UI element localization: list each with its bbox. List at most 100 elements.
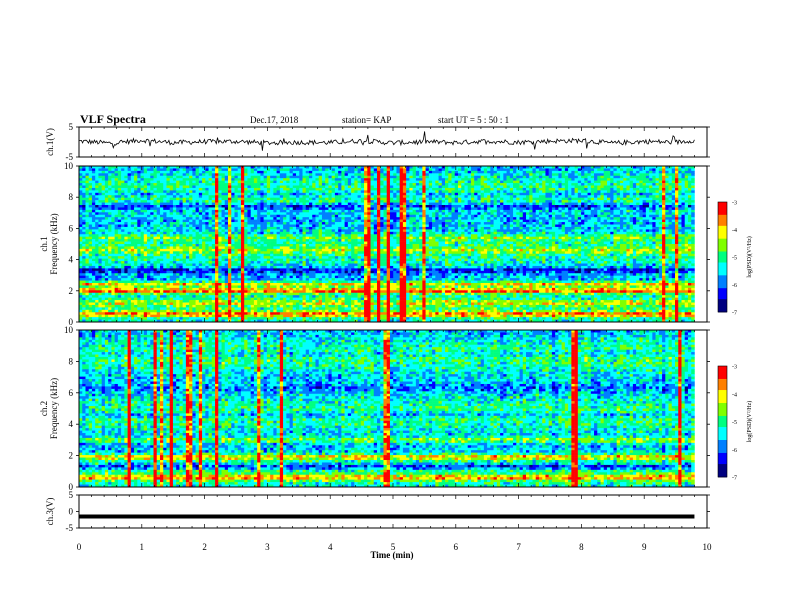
ch1-spectrogram-cell	[312, 171, 316, 174]
ch1-spectrogram-cell	[620, 181, 624, 184]
ch1-spectrogram-cell	[335, 168, 339, 171]
ch1-spectrogram-cell	[678, 168, 682, 171]
ch1-spectrogram-cell	[510, 178, 514, 181]
ch1-waveform-frame	[79, 127, 707, 157]
ch1-spectrogram-cell	[471, 171, 475, 174]
ch1-spectrogram-cell	[157, 176, 161, 179]
ch1-spectrogram-cell	[358, 183, 362, 186]
ch1-spectrogram-cell	[419, 181, 423, 184]
ch1-spectrogram-cell	[558, 176, 562, 179]
ch1-spectrogram-cell	[597, 168, 601, 171]
ch1-spectrogram-cell	[280, 178, 284, 181]
ch1-spectrogram-cell	[163, 183, 167, 186]
ch1-spectrogram-cell	[581, 173, 585, 176]
ch1-spectrogram-cell	[325, 183, 329, 186]
ch1-spectrogram-cell	[354, 171, 358, 174]
ch1-spectrogram-cell	[503, 171, 507, 174]
ch1-spectrogram-cell	[134, 171, 138, 174]
ch1-spectrogram-cell	[186, 178, 190, 181]
ch1-spectrogram-cell	[597, 171, 601, 174]
ch1-spectrogram-cell	[477, 183, 481, 186]
ch1-spectrogram-cell	[309, 178, 313, 181]
ch1-spectrogram-cell	[396, 176, 400, 179]
ch1-spectrogram-cell	[283, 181, 287, 184]
ch1-spectrogram-cell	[322, 173, 326, 176]
ch1-spectrogram-cell	[121, 178, 125, 181]
ch1-spectrogram-cell	[565, 178, 569, 181]
ch1-spectrogram-cell	[464, 183, 468, 186]
ch1-spectrogram-cell	[286, 183, 290, 186]
ch1-spectrogram-cell	[189, 178, 193, 181]
ch1-spectrogram-cell	[610, 171, 614, 174]
ch1-spectrogram-cell	[121, 176, 125, 179]
ch1-spectrogram-cell	[374, 178, 378, 181]
ch1-spectrogram-cell	[617, 183, 621, 186]
ch1-spectrogram-cell	[639, 171, 643, 174]
ch1-spectrogram-cell	[510, 183, 514, 186]
ch1-spectrogram-cell	[89, 181, 93, 184]
ch1-spectrogram-cell	[290, 176, 294, 179]
ch1-spectrogram-cell	[633, 176, 637, 179]
ch1-spectrogram-cell	[571, 173, 575, 176]
ch1-spectrogram-cell	[189, 176, 193, 179]
ch1-spectrogram-cell	[166, 176, 170, 179]
ch1-spectrogram-cell	[529, 181, 533, 184]
ch1-spectrogram-cell	[601, 181, 605, 184]
ch1-spectrogram-cell	[358, 173, 362, 176]
ch1-spectrogram-cell	[341, 181, 345, 184]
ch1-spectrogram-cell	[675, 183, 679, 186]
ch1-spectrogram-cell	[672, 173, 676, 176]
ch1-spectrogram-cell	[523, 183, 527, 186]
ch1-spectrogram-cell	[218, 178, 222, 181]
ch1-spectrogram-cell	[481, 173, 485, 176]
ch1-spectrogram-cell	[432, 168, 436, 171]
ch1-spectrogram-cell	[545, 183, 549, 186]
ch1-spectrogram-cell	[494, 168, 498, 171]
ch1-spectrogram-cell	[594, 168, 598, 171]
ch1-spectrogram-cell	[516, 173, 520, 176]
ch1-spectrogram-cell	[186, 171, 190, 174]
ch1-spectrogram-cell	[322, 171, 326, 174]
ch1-spectrogram-cell	[267, 173, 271, 176]
ch1-spectrogram-cell	[461, 171, 465, 174]
ch1-spectrogram-cell	[299, 173, 303, 176]
ch1-spectrogram-cell	[419, 168, 423, 171]
ch1-spectrogram-cell	[507, 168, 511, 171]
ch1-spectrogram-cell	[542, 183, 546, 186]
ch1-spectrogram-cell	[95, 173, 99, 176]
ch1-spectrogram-cell	[293, 171, 297, 174]
ch1-spectrogram-cell	[361, 181, 365, 184]
ch1-spectrogram-cell	[141, 183, 145, 186]
ch1-spectrogram-cell	[89, 178, 93, 181]
ch1-spectrogram-cell	[299, 181, 303, 184]
ch1-spectrogram-cell	[312, 183, 316, 186]
ch1-spectrogram-cell	[98, 178, 102, 181]
ch1-spectrogram-cell	[98, 183, 102, 186]
ch1-spectrogram-cell	[202, 168, 206, 171]
ch1-spectrogram-cell	[471, 181, 475, 184]
ch1-spectrogram-cell	[685, 171, 689, 174]
ch1-spectrogram-cell	[419, 183, 423, 186]
ch1-spectrogram-cell	[283, 183, 287, 186]
ch1-spectrogram-cell	[487, 173, 491, 176]
ch1-spectrogram-cell	[539, 178, 543, 181]
ch1-spectrogram-cell	[578, 176, 582, 179]
ch1-spectrogram-cell	[205, 183, 209, 186]
ch1-spectrogram-cell	[435, 171, 439, 174]
ch1-spectrogram-cell	[383, 173, 387, 176]
ch1-spectrogram-cell	[403, 183, 407, 186]
ch1-spectrogram-cell	[604, 173, 608, 176]
ch1-spectrogram-cell	[510, 176, 514, 179]
ch1-spectrogram-cell	[422, 176, 426, 179]
ch1-spectrogram-cell	[613, 171, 617, 174]
ch1-spectrogram-cell	[516, 176, 520, 179]
ch1-spectrogram-cell	[403, 168, 407, 171]
ch1-spectrogram-cell	[192, 176, 196, 179]
ch1-spectrogram-cell	[267, 176, 271, 179]
ch1-spectrogram-cell	[468, 183, 472, 186]
ch1-spectrogram-cell	[170, 181, 174, 184]
ch1-spectrogram-cell	[309, 171, 313, 174]
ch1-spectrogram-cell	[620, 178, 624, 181]
ch1-spectrogram-cell	[558, 178, 562, 181]
ch1-spectrogram-cell	[390, 173, 394, 176]
